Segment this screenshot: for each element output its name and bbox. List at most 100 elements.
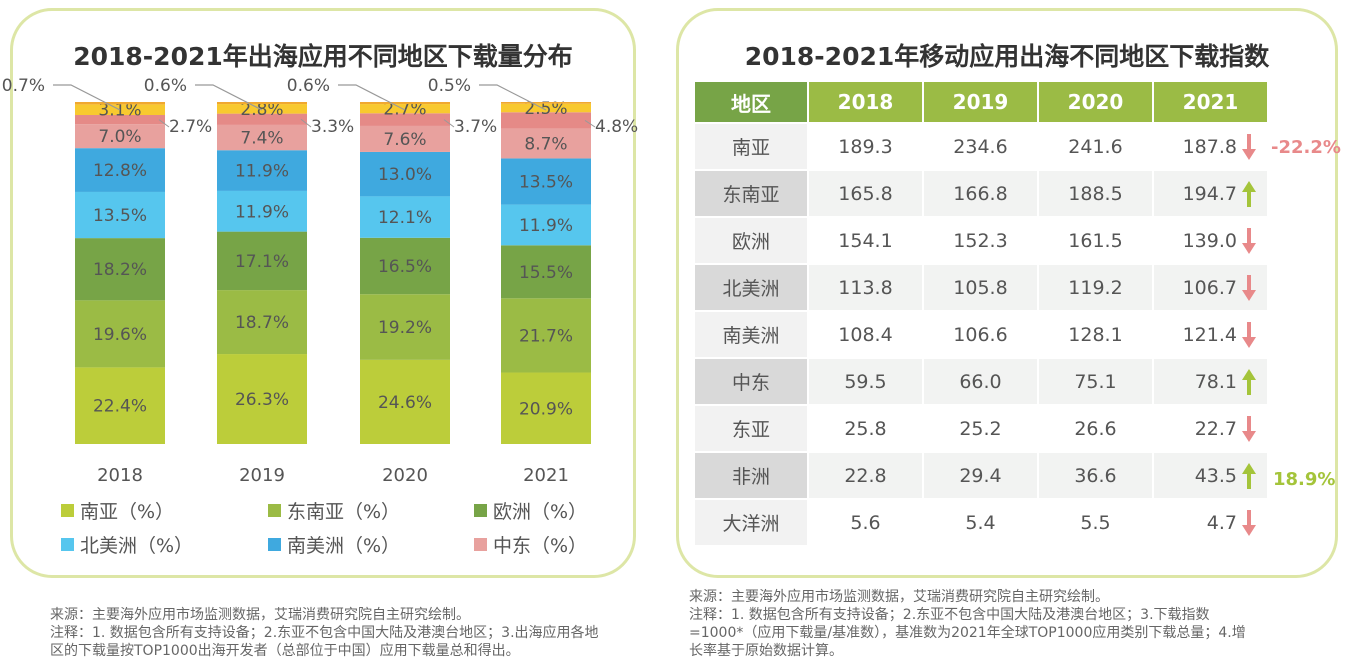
legend-label: 南美洲（%） <box>287 535 401 557</box>
bar-segment <box>217 354 307 444</box>
bar-segment <box>360 359 450 444</box>
x-tick-label: 2020 <box>382 465 428 486</box>
note-line: 注释：1. 数据包含所有支持设备；2.东亚不包含中国大陆及港澳台地区；3.下载指… <box>689 607 1210 623</box>
bar-segment <box>360 151 450 197</box>
data-label: 13.5% <box>93 206 147 226</box>
region-cell: 欧洲 <box>695 218 807 263</box>
data-label: 0.6% <box>144 76 187 96</box>
bar-segment <box>217 124 307 151</box>
table-row: 非洲 22.8 29.4 36.6 43.5 <box>695 453 1267 498</box>
legend-item: 南美洲（%） <box>268 531 400 558</box>
legend-swatch <box>61 538 74 551</box>
value-cell: 29.4 <box>924 453 1037 498</box>
legend-swatch <box>61 504 74 517</box>
value-cell: 5.5 <box>1039 500 1152 545</box>
note-line: 长率基于原始数据计算。 <box>689 643 843 659</box>
column-header: 2020 <box>1039 82 1152 122</box>
data-label: 18.2% <box>93 260 147 280</box>
legend-item: 东南亚（%） <box>268 497 400 524</box>
arrow-up-icon <box>1242 369 1256 395</box>
data-label: 13.0% <box>378 165 432 185</box>
column-header: 2018 <box>809 82 922 122</box>
value-cell: 187.8 <box>1154 124 1267 169</box>
x-tick-label: 2019 <box>239 465 285 486</box>
bar-segment <box>75 114 165 125</box>
data-label: 4.8% <box>595 117 638 137</box>
bar-segment <box>217 290 307 355</box>
legend-label: 东南亚（%） <box>287 501 401 523</box>
bar-segment <box>360 113 450 126</box>
arrow-down-icon <box>1242 510 1256 536</box>
region-cell: 北美洲 <box>695 265 807 310</box>
data-label: 15.5% <box>519 263 573 283</box>
data-label: 8.7% <box>524 135 567 155</box>
value-cell: 43.5 <box>1154 453 1267 498</box>
value-cell: 161.5 <box>1039 218 1152 263</box>
arrow-down-icon <box>1242 134 1256 160</box>
data-label: 7.6% <box>383 130 426 150</box>
data-label: 0.7% <box>2 76 45 96</box>
data-label: 21.7% <box>519 326 573 346</box>
value-cell: 25.8 <box>809 406 922 451</box>
leader-line <box>158 119 170 128</box>
table-row: 南亚 189.3 234.6 241.6 187.8 <box>695 124 1267 169</box>
value-cell: 234.6 <box>924 124 1037 169</box>
value-cell: 26.6 <box>1039 406 1152 451</box>
data-label: 24.6% <box>378 393 432 413</box>
legend-item: 中东（%） <box>474 531 587 558</box>
value-cell: 106.7 <box>1154 265 1267 310</box>
column-header: 2021 <box>1154 82 1267 122</box>
bar-segment <box>75 238 165 301</box>
value-cell: 154.1 <box>809 218 922 263</box>
data-label: 19.2% <box>378 318 432 338</box>
data-label: 22.4% <box>93 397 147 417</box>
value-cell: 22.8 <box>809 453 922 498</box>
left-notes: 来源：主要海外应用市场监测数据，艾瑞消费研究院自主研究绘制。 注释：1. 数据包… <box>50 606 599 660</box>
value-cell: 166.8 <box>924 171 1037 216</box>
leader-line <box>443 119 455 128</box>
region-cell: 中东 <box>695 359 807 404</box>
bar-segment <box>360 237 450 295</box>
bar-segment <box>360 102 450 105</box>
region-cell: 南亚 <box>695 124 807 169</box>
stacked-bar-chart: 22.4% 19.6% 18.2% 13.5% 12.8% 7.0% 2.7% 3.1% 0.7… <box>2 76 638 486</box>
data-label: 12.8% <box>93 161 147 181</box>
bar-segment <box>75 124 165 149</box>
value-cell: 188.5 <box>1039 171 1152 216</box>
table-row: 大洋洲 5.6 5.4 5.5 4.7 <box>695 500 1267 545</box>
bar-segment <box>75 300 165 368</box>
legend-label: 中东（%） <box>493 535 588 557</box>
table-title: 2018-2021年移动应用出海不同地区下载指数 <box>744 42 1270 71</box>
bar-segment <box>501 128 591 159</box>
x-tick-label: 2018 <box>97 465 143 486</box>
bar-segment <box>75 367 165 444</box>
column-header: 2019 <box>924 82 1037 122</box>
bar-segment <box>501 103 591 113</box>
data-label: 18.7% <box>235 313 289 333</box>
value-cell: 139.0 <box>1154 218 1267 263</box>
arrow-up-icon <box>1242 463 1256 489</box>
data-label: 2.7% <box>169 117 212 137</box>
data-label: 11.9% <box>235 162 289 182</box>
legend-swatch <box>268 538 281 551</box>
note-line: 来源：主要海外应用市场监测数据，艾瑞消费研究院自主研究绘制。 <box>50 607 470 623</box>
value-cell: 75.1 <box>1039 359 1152 404</box>
legend-swatch <box>268 504 281 517</box>
download-index-table: 地区 2018 2019 2020 2021 南亚 189.3 234.6 241.6 187.8… <box>693 80 1269 547</box>
value-cell: 128.1 <box>1039 312 1152 357</box>
bar-segment <box>75 191 165 239</box>
data-label: 7.0% <box>98 127 141 147</box>
bar-segment <box>75 102 165 105</box>
data-label: 11.9% <box>519 216 573 236</box>
bar-segment <box>217 150 307 191</box>
table-row: 中东 59.5 66.0 75.1 78.1 <box>695 359 1267 404</box>
bar-segment <box>217 190 307 232</box>
data-label: 0.5% <box>428 76 471 96</box>
data-label: 20.9% <box>519 399 573 419</box>
leader-line <box>338 84 406 111</box>
arrow-down-icon <box>1242 416 1256 442</box>
column-header: 地区 <box>695 82 807 122</box>
bar-segment <box>501 298 591 373</box>
bar-segment <box>501 245 591 299</box>
bar-segment <box>360 125 450 152</box>
